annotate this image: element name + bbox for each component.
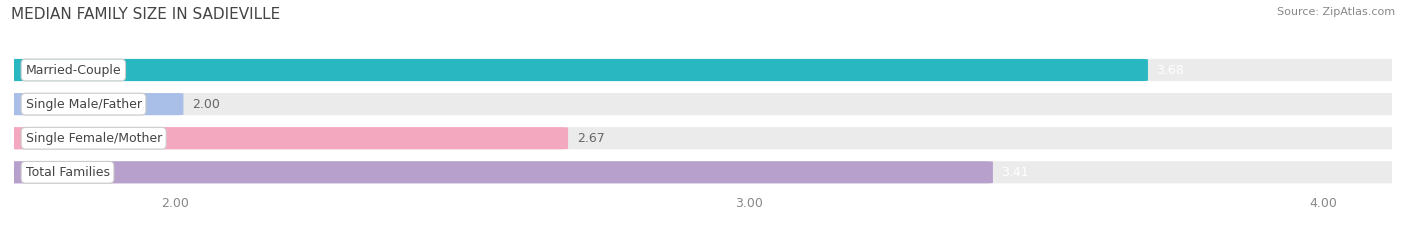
- Text: Single Male/Father: Single Male/Father: [25, 98, 142, 111]
- FancyBboxPatch shape: [6, 93, 1400, 115]
- Text: Married-Couple: Married-Couple: [25, 64, 121, 76]
- FancyBboxPatch shape: [6, 127, 1400, 149]
- FancyBboxPatch shape: [6, 93, 183, 115]
- Text: 2.67: 2.67: [576, 132, 605, 145]
- Text: 2.00: 2.00: [193, 98, 219, 111]
- FancyBboxPatch shape: [6, 161, 993, 183]
- FancyBboxPatch shape: [6, 161, 1400, 183]
- FancyBboxPatch shape: [6, 59, 1400, 81]
- Text: Total Families: Total Families: [25, 166, 110, 179]
- Text: Single Female/Mother: Single Female/Mother: [25, 132, 162, 145]
- Text: Source: ZipAtlas.com: Source: ZipAtlas.com: [1277, 7, 1395, 17]
- FancyBboxPatch shape: [6, 127, 568, 149]
- Text: 3.68: 3.68: [1157, 64, 1184, 76]
- Text: 3.41: 3.41: [1001, 166, 1029, 179]
- Text: MEDIAN FAMILY SIZE IN SADIEVILLE: MEDIAN FAMILY SIZE IN SADIEVILLE: [11, 7, 281, 22]
- FancyBboxPatch shape: [6, 59, 1147, 81]
